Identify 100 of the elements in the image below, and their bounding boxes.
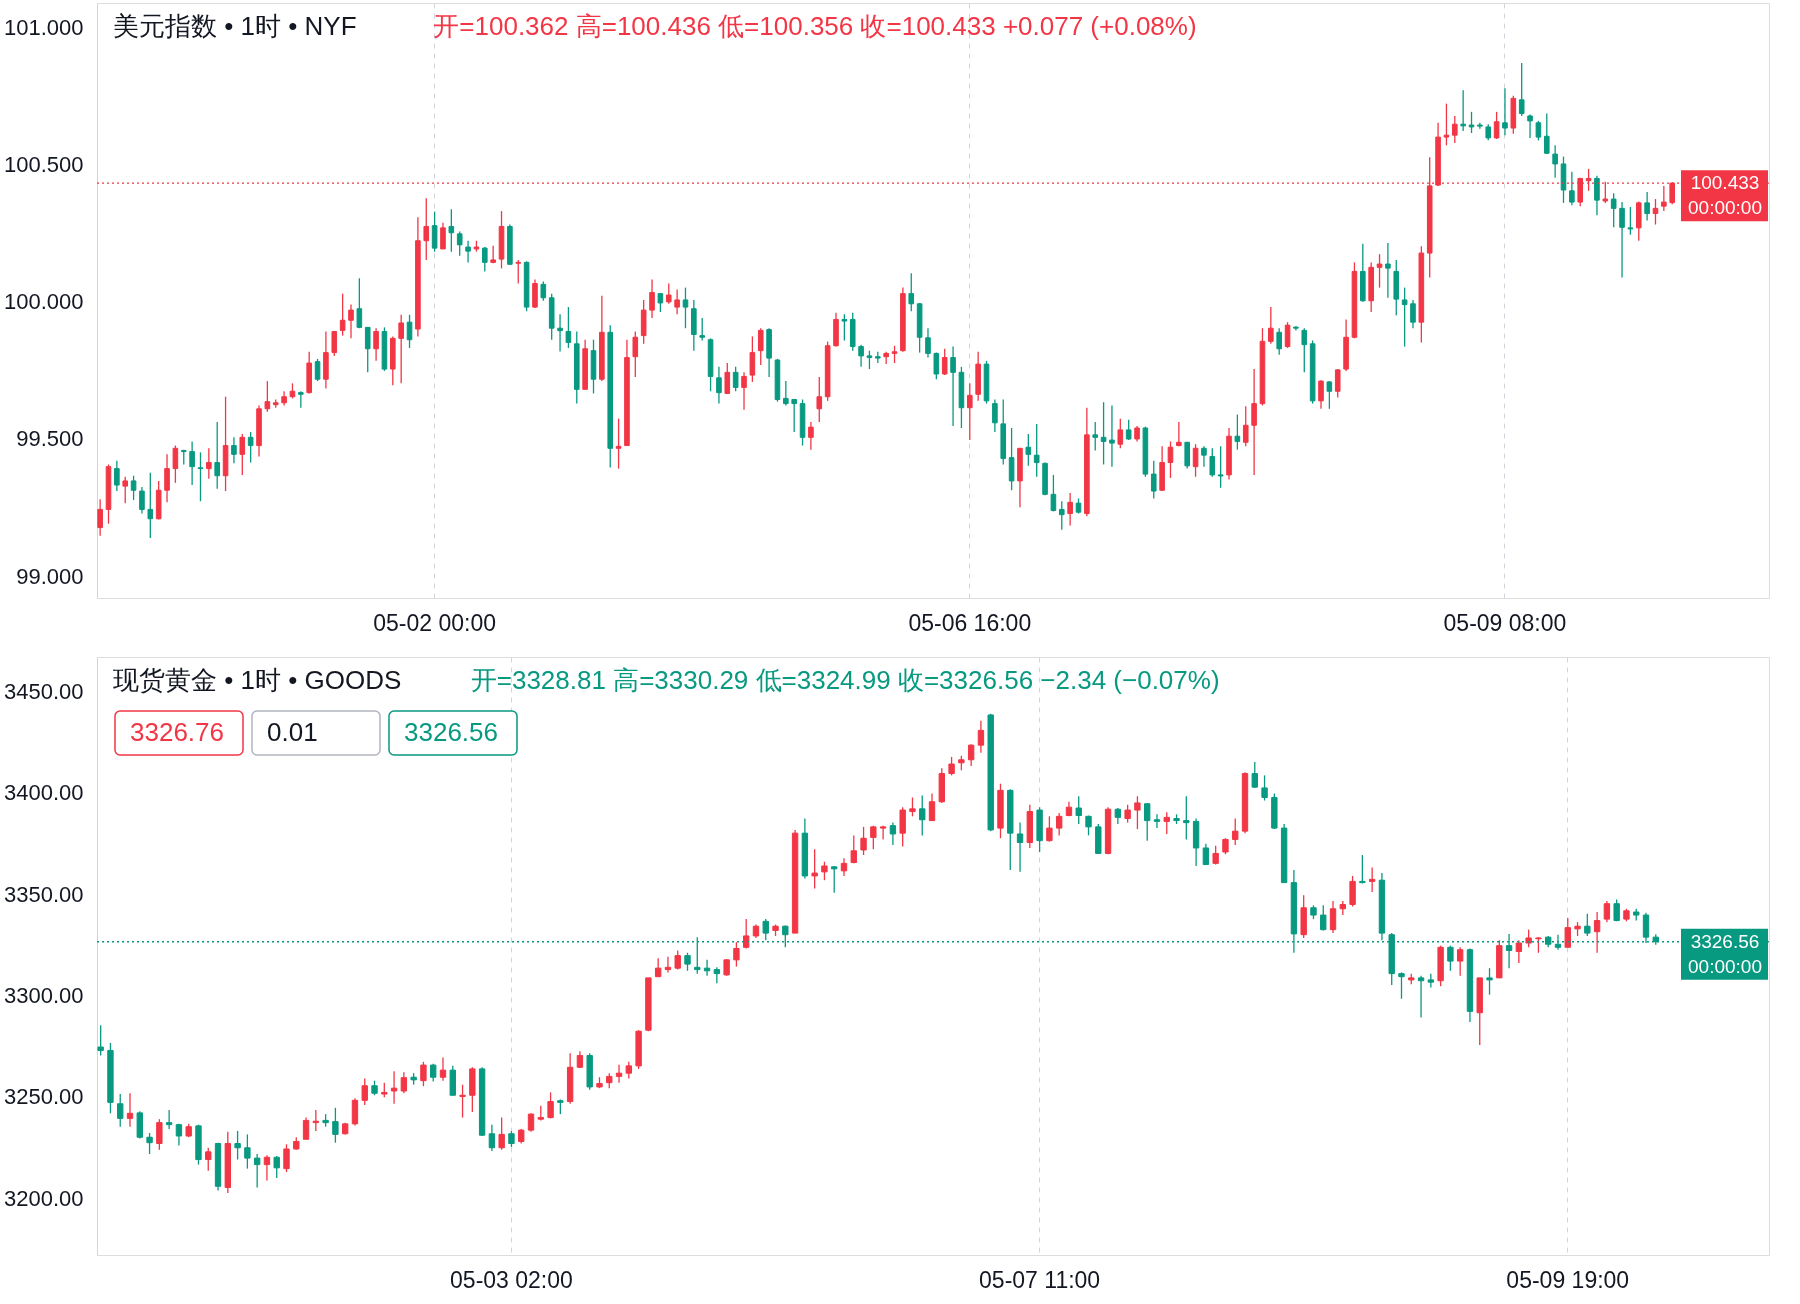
candlestick <box>239 433 246 476</box>
candlestick <box>664 956 672 974</box>
candlestick <box>114 459 120 492</box>
candlestick <box>139 486 145 515</box>
candlestick <box>1183 795 1190 841</box>
candlestick <box>1217 445 1224 489</box>
candlestick <box>1268 306 1274 345</box>
candlestick <box>97 1024 104 1057</box>
candlestick <box>1261 774 1268 802</box>
candlestick <box>448 208 455 253</box>
candlestick <box>197 451 204 502</box>
x-tick-label: 05-06 16:00 <box>908 609 1032 636</box>
y-tick-label: 3450.00 <box>3 678 84 704</box>
candlestick <box>866 350 873 370</box>
y-tick-label: 99.000 <box>16 563 84 589</box>
candlestick <box>632 330 639 378</box>
candlestick <box>557 313 563 353</box>
annotation: 3326.56 <box>404 717 498 747</box>
candlestick <box>716 366 722 405</box>
candlestick <box>1447 945 1454 972</box>
candlestick <box>1619 201 1625 279</box>
candlestick <box>164 453 170 503</box>
candlestick <box>126 1092 134 1128</box>
candlestick <box>1318 379 1324 410</box>
candlestick <box>1153 813 1161 829</box>
candlestick <box>565 306 572 349</box>
candlestick <box>1443 102 1450 146</box>
candlestick <box>1502 87 1508 136</box>
candlestick <box>439 1056 447 1082</box>
candlestick <box>682 286 689 329</box>
candlestick <box>831 865 838 894</box>
y-tick-label: 3300.00 <box>3 983 84 1009</box>
candlestick <box>1212 845 1219 866</box>
candlestick <box>1055 812 1063 837</box>
candlestick <box>1368 866 1376 893</box>
candlestick <box>440 221 446 250</box>
candlestick <box>1329 900 1337 934</box>
candlestick <box>1202 843 1210 866</box>
ref-line-label: 100.433 00:00:00 <box>1688 172 1762 219</box>
ref-line-label: 3326.56 00:00:00 <box>1688 930 1762 977</box>
candlestick <box>1543 112 1550 155</box>
candlestick <box>1593 911 1601 954</box>
candlestick <box>1594 175 1600 216</box>
candlestick <box>1417 975 1425 1019</box>
candlestick <box>117 1093 124 1128</box>
candlestick <box>967 743 975 767</box>
candlestick <box>1584 912 1591 937</box>
candlestick <box>356 277 363 329</box>
candlestick <box>373 327 379 362</box>
candlestick <box>420 1061 427 1087</box>
candlestick <box>1192 443 1199 478</box>
candlestick <box>1398 971 1405 1000</box>
candlestick <box>908 272 915 312</box>
candlestick <box>1067 492 1073 527</box>
x-tick-label: 05-09 19:00 <box>1506 1266 1630 1293</box>
candlestick <box>1117 418 1124 449</box>
candlestick <box>540 280 547 302</box>
candlestick <box>1349 875 1356 908</box>
candlestick <box>390 1070 398 1105</box>
y-tick-label: 100.000 <box>3 289 84 315</box>
candlestick <box>1150 459 1157 500</box>
candlestick <box>172 444 179 484</box>
candlestick <box>263 1154 271 1182</box>
candlestick <box>850 834 857 865</box>
candlestick <box>247 431 254 464</box>
candlestick <box>1603 900 1611 923</box>
candlestick <box>948 756 955 777</box>
x-tick-label: 05-02 00:00 <box>373 609 497 636</box>
candlestick <box>314 358 321 382</box>
y-tick-label: 100.500 <box>3 152 84 178</box>
candlestick <box>423 197 430 261</box>
candlestick <box>1016 821 1024 873</box>
x-tick-label: 05-09 08:00 <box>1443 609 1567 636</box>
candlestick <box>757 327 764 366</box>
candlestick <box>456 230 463 257</box>
candlestick <box>273 1155 280 1179</box>
candlestick <box>231 436 237 465</box>
candlestick <box>206 447 212 480</box>
candlestick <box>1451 115 1458 144</box>
candlestick <box>205 1147 212 1172</box>
candlestick <box>1251 368 1257 476</box>
candlestick <box>808 421 814 451</box>
candlestick <box>459 1084 466 1119</box>
candlestick <box>732 366 739 392</box>
candlestick <box>1334 368 1341 399</box>
candlestick <box>1251 761 1258 789</box>
candlestick <box>816 376 823 423</box>
candlestick <box>146 1132 153 1155</box>
chart-subtitle: 开=100.362 高=100.436 低=100.356 收=100.433 +0.077 (+0.08%) <box>433 11 1197 41</box>
candlestick <box>1661 185 1667 212</box>
candlestick <box>1359 854 1366 885</box>
candlestick <box>547 1091 554 1120</box>
chart-subtitle: 开=3328.81 高=3330.29 低=3324.99 收=3326.56 −2.34 (−0.07%) <box>470 665 1220 695</box>
candlestick <box>977 720 985 754</box>
candlestick <box>431 211 438 253</box>
candlestick <box>762 918 769 941</box>
candlestick <box>665 282 672 305</box>
candlestick <box>1092 421 1099 452</box>
candlestick <box>741 371 747 411</box>
candlestick <box>649 278 655 319</box>
